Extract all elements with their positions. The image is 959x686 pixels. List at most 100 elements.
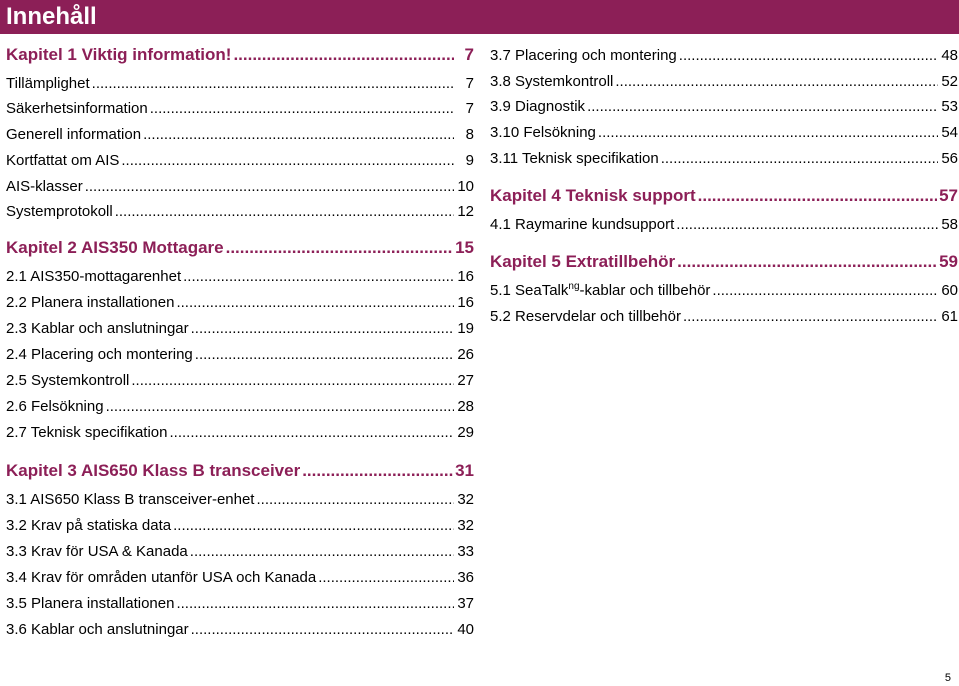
toc-page-number: 15 xyxy=(455,238,474,257)
toc-label: 3.2 Krav på statiska data xyxy=(6,517,172,534)
toc-dot-leader xyxy=(150,99,454,119)
toc-item[interactable]: 3.4 Krav för områden utanför USA och Kan… xyxy=(6,568,474,588)
toc-item[interactable]: 3.3 Krav för USA & Kanada 33 xyxy=(6,542,474,562)
toc-page-number: 59 xyxy=(939,252,958,271)
toc-dot-leader xyxy=(302,461,453,481)
toc-page-number: 40 xyxy=(457,621,474,638)
toc-item[interactable]: 3.10 Felsökning 54 xyxy=(490,123,958,143)
toc-label: Kapitel 1 Viktig information! xyxy=(6,45,232,64)
toc-item[interactable]: Kortfattat om AIS 9 xyxy=(6,151,474,171)
toc-item[interactable]: 2.7 Teknisk specifikation 29 xyxy=(6,423,474,443)
toc-page-number: 8 xyxy=(465,126,474,143)
toc-item[interactable]: Säkerhetsinformation 7 xyxy=(6,99,474,119)
toc-item[interactable]: 3.1 AIS650 Klass B transceiver-enhet 32 xyxy=(6,490,474,510)
toc-dot-leader xyxy=(677,252,937,272)
toc-item[interactable]: 5.2 Reservdelar och tillbehör 61 xyxy=(490,307,958,327)
toc-page-number: 56 xyxy=(941,150,958,167)
toc-item[interactable]: 2.6 Felsökning 28 xyxy=(6,397,474,417)
toc-chapter-2[interactable]: Kapitel 2 AIS350 Mottagare 15 xyxy=(6,238,474,258)
toc-label: 2.2 Planera installationen xyxy=(6,294,175,311)
toc-page-number: 16 xyxy=(457,268,474,285)
toc-label: Systemprotokoll xyxy=(6,203,113,220)
toc-item[interactable]: 3.9 Diagnostik 53 xyxy=(490,97,958,117)
toc-label: 3.11 Teknisk specifikation xyxy=(490,150,659,167)
page-number: 5 xyxy=(944,672,951,684)
toc-label: 3.3 Krav för USA & Kanada xyxy=(6,543,188,560)
toc-item[interactable]: 5.1 SeaTalkng-kablar och tillbehör 60 xyxy=(490,281,958,301)
page-title: Innehåll xyxy=(6,3,97,30)
toc-item[interactable]: 2.1 AIS350-mottagarenhet 16 xyxy=(6,267,474,287)
toc-label: Kapitel 3 AIS650 Klass B transceiver xyxy=(6,461,301,480)
toc-page-number: 61 xyxy=(941,308,958,325)
toc-dot-leader xyxy=(176,293,454,313)
toc-label: 3.6 Kablar och anslutningar xyxy=(6,621,189,638)
toc-dot-leader xyxy=(679,46,938,66)
toc-page-number: 27 xyxy=(457,372,474,389)
toc-item[interactable]: 3.5 Planera installationen 37 xyxy=(6,594,474,614)
toc-item[interactable]: 2.5 Systemkontroll 27 xyxy=(6,371,474,391)
toc-page-number: 7 xyxy=(465,75,474,92)
toc-label: Kapitel 2 AIS350 Mottagare xyxy=(6,238,224,257)
toc-dot-leader xyxy=(115,202,454,222)
toc-item[interactable]: 3.6 Kablar och anslutningar 40 xyxy=(6,620,474,640)
toc-chapter-1[interactable]: Kapitel 1 Viktig information! 7 xyxy=(6,45,474,65)
toc-label: 4.1 Raymarine kundsupport xyxy=(490,216,675,233)
toc-label: Generell information xyxy=(6,126,142,143)
toc-label: Kapitel 4 Teknisk support xyxy=(490,186,696,205)
toc-chapter-4[interactable]: Kapitel 4 Teknisk support 57 xyxy=(490,186,958,206)
toc-dot-leader xyxy=(256,490,454,510)
toc-label: 2.7 Teknisk specifikation xyxy=(6,424,168,441)
toc-label: 2.6 Felsökning xyxy=(6,398,104,415)
toc-item[interactable]: 3.8 Systemkontroll 52 xyxy=(490,72,958,92)
toc-item[interactable]: 4.1 Raymarine kundsupport 58 xyxy=(490,215,958,235)
toc-page-number: 28 xyxy=(457,398,474,415)
toc-dot-leader xyxy=(121,151,454,171)
toc-label: 3.8 Systemkontroll xyxy=(490,73,614,90)
toc-dot-leader xyxy=(191,319,454,339)
toc-page-number: 10 xyxy=(457,178,474,195)
toc-label: Tillämplighet xyxy=(6,75,90,92)
toc-dot-leader xyxy=(191,620,454,640)
toc-page-number: 31 xyxy=(455,461,474,480)
toc-item[interactable]: 2.3 Kablar och anslutningar 19 xyxy=(6,319,474,339)
toc-item[interactable]: Systemprotokoll 12 xyxy=(6,202,474,222)
toc-dot-leader xyxy=(92,74,454,94)
toc-item[interactable]: Tillämplighet 7 xyxy=(6,74,474,94)
toc-dot-leader xyxy=(712,281,938,301)
toc-label: 5.2 Reservdelar och tillbehör xyxy=(490,308,681,325)
toc-item[interactable]: 3.2 Krav på statiska data 32 xyxy=(6,516,474,536)
toc-dot-leader xyxy=(615,72,938,92)
toc-page-number: 9 xyxy=(465,152,474,169)
toc-page-number: 16 xyxy=(457,294,474,311)
toc-dot-leader xyxy=(131,371,454,391)
toc-dot-leader xyxy=(698,186,937,206)
toc-dot-leader xyxy=(176,594,454,614)
toc-label: 3.9 Diagnostik xyxy=(490,98,586,115)
toc-label: Kapitel 5 Extratillbehör xyxy=(490,252,676,271)
toc-label: 2.1 AIS350-mottagarenhet xyxy=(6,268,182,285)
toc-item[interactable]: 3.7 Placering och montering 48 xyxy=(490,46,958,66)
toc-dot-leader xyxy=(676,215,938,235)
toc-page-number: 7 xyxy=(465,100,474,117)
toc-item[interactable]: AIS-klasser 10 xyxy=(6,177,474,197)
toc-label: 3.1 AIS650 Klass B transceiver-enhet xyxy=(6,491,255,508)
toc-page-number: 48 xyxy=(941,47,958,64)
toc-dot-leader xyxy=(598,123,938,143)
toc-label-part: -kablar och tillbehör xyxy=(579,282,711,299)
title-bar: Innehåll xyxy=(0,0,959,34)
toc-item[interactable]: 3.11 Teknisk specifikation 56 xyxy=(490,149,958,169)
toc-dot-leader xyxy=(143,125,454,145)
toc-item[interactable]: 2.4 Placering och montering 26 xyxy=(6,345,474,365)
toc-dot-leader xyxy=(190,542,454,562)
toc-chapter-5[interactable]: Kapitel 5 Extratillbehör 59 xyxy=(490,252,958,272)
toc-item[interactable]: Generell information 8 xyxy=(6,125,474,145)
toc-item[interactable]: 2.2 Planera installationen 16 xyxy=(6,293,474,313)
toc-chapter-3[interactable]: Kapitel 3 AIS650 Klass B transceiver 31 xyxy=(6,461,474,481)
toc-page-number: 29 xyxy=(457,424,474,441)
toc-page-number: 37 xyxy=(457,595,474,612)
toc-page-number: 53 xyxy=(941,98,958,115)
toc-page-number: 33 xyxy=(457,543,474,560)
toc-dot-leader xyxy=(587,97,938,117)
toc-page-number: 60 xyxy=(941,282,958,299)
toc-dot-leader xyxy=(195,345,454,365)
